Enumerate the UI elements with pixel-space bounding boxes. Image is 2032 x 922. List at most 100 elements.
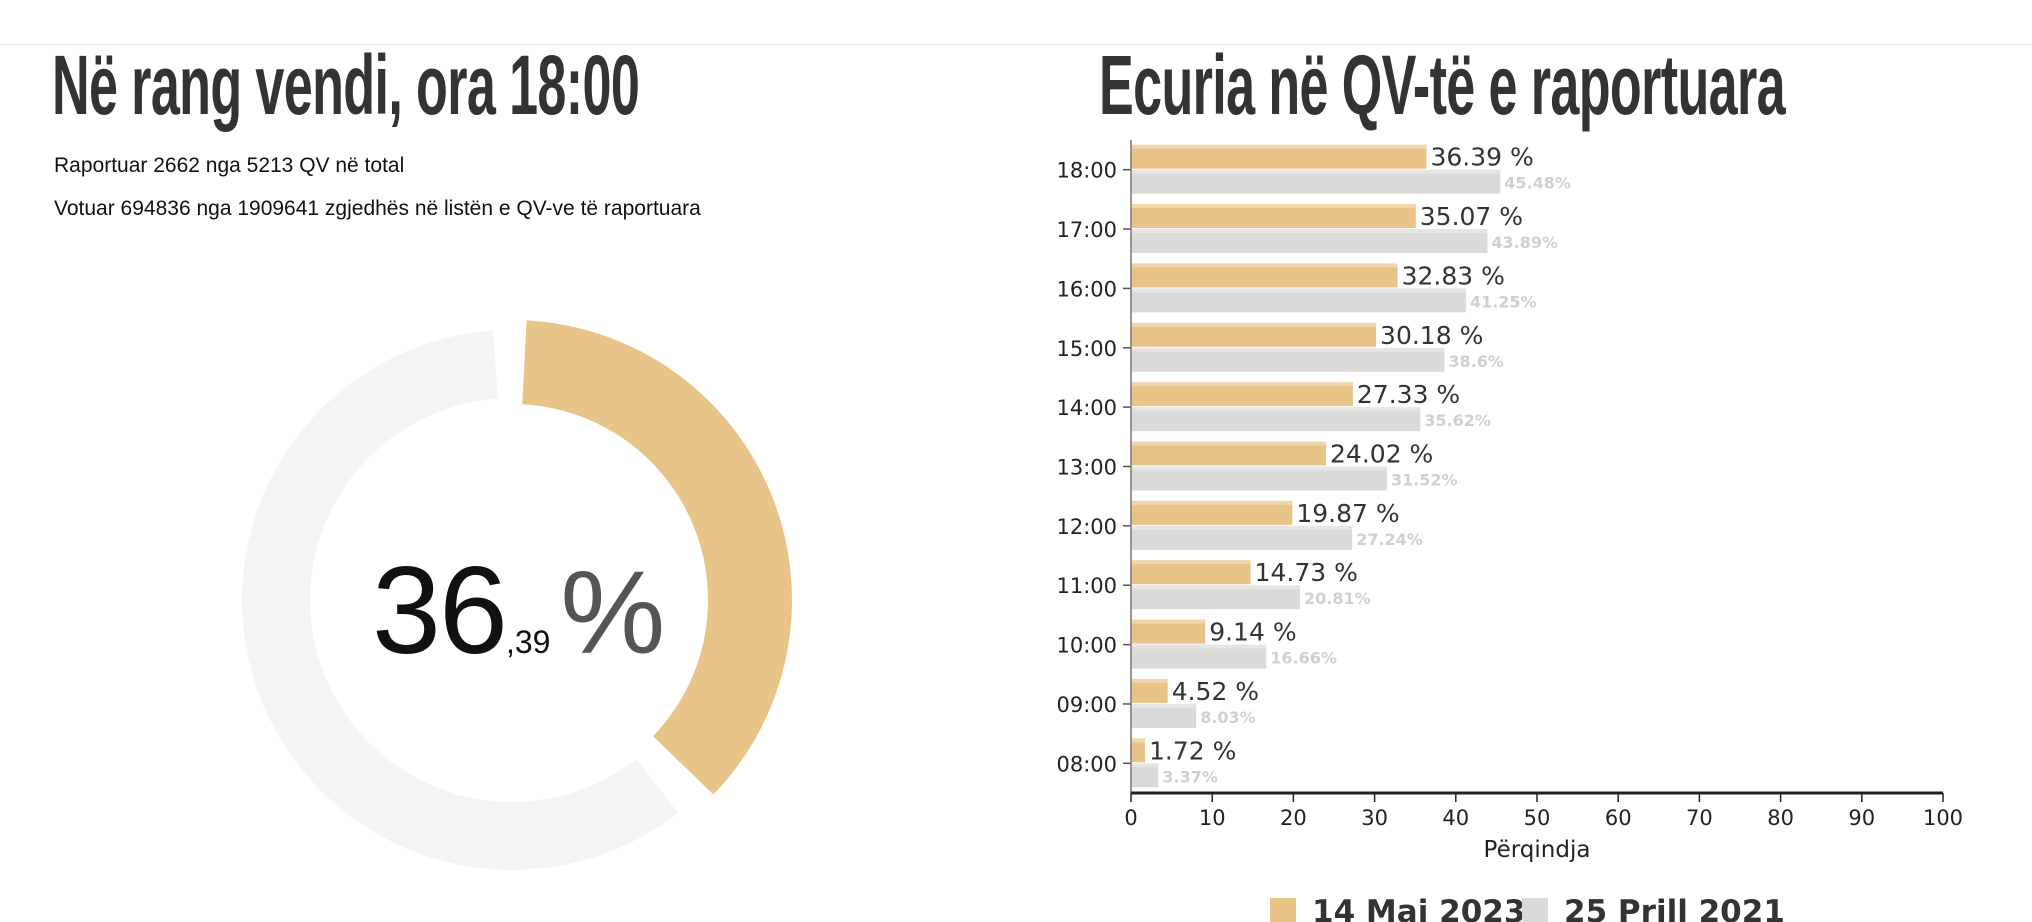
bar-label-previous: 35.62% <box>1424 411 1491 430</box>
turnout-decimal: ,39 <box>505 624 551 660</box>
bar-highlight <box>1131 703 1197 708</box>
bar-previous <box>1131 585 1300 610</box>
reported-stations-text: Raportuar 2662 nga 5213 QV në total <box>54 154 405 177</box>
x-tick-label: 50 <box>1524 806 1551 830</box>
legend-swatch <box>1270 898 1296 922</box>
bar-previous <box>1131 288 1466 313</box>
national-turnout-title: Në rang vendi, ora 18:00 <box>52 38 640 132</box>
bar-previous <box>1131 763 1159 788</box>
bar-label-current: 1.72 % <box>1149 736 1236 765</box>
bar-label-previous: 20.81% <box>1304 589 1371 608</box>
bar-current <box>1131 500 1293 525</box>
bar-current <box>1131 738 1145 763</box>
turnout-percent-sign: % <box>560 547 666 679</box>
bar-label-previous: 3.37% <box>1162 767 1218 786</box>
bar-highlight <box>1131 619 1206 624</box>
bar-label-current: 36.39 % <box>1430 143 1533 172</box>
x-tick-label: 10 <box>1199 806 1226 830</box>
bar-label-previous: 31.52% <box>1391 471 1458 490</box>
bar-previous <box>1131 466 1387 491</box>
x-tick-label: 60 <box>1605 806 1632 830</box>
x-tick-label: 0 <box>1124 806 1137 830</box>
progress-title: Ecuria në QV-të e raportuara <box>1099 38 1786 132</box>
x-tick-label: 80 <box>1767 806 1794 830</box>
x-axis-title: Përqindja <box>1484 837 1591 863</box>
y-tick-label: 15:00 <box>1056 337 1117 361</box>
bar-highlight <box>1131 738 1145 743</box>
bar-current <box>1131 382 1353 407</box>
bar-highlight <box>1131 382 1353 387</box>
x-tick-label: 90 <box>1848 806 1875 830</box>
bar-previous <box>1131 644 1267 669</box>
bar-highlight <box>1131 407 1421 412</box>
y-tick-label: 14:00 <box>1056 396 1117 420</box>
bar-current <box>1131 204 1416 229</box>
bar-previous <box>1131 703 1197 728</box>
y-tick-label: 12:00 <box>1056 515 1117 539</box>
turnout-integer: 36 <box>372 542 508 680</box>
y-tick-label: 10:00 <box>1056 634 1117 658</box>
bar-current <box>1131 619 1206 644</box>
bar-highlight <box>1131 288 1466 293</box>
bar-highlight <box>1131 500 1293 505</box>
turnout-value: 36,39% <box>372 540 665 682</box>
bar-label-current: 35.07 % <box>1420 202 1523 231</box>
y-tick-label: 08:00 <box>1056 752 1117 776</box>
x-tick-label: 100 <box>1923 806 1963 830</box>
legend-label: 14 Maj 2023 <box>1312 894 1525 922</box>
y-tick-label: 11:00 <box>1056 574 1117 598</box>
bar-highlight <box>1131 347 1445 352</box>
bar-previous <box>1131 347 1445 372</box>
bar-current <box>1131 322 1377 347</box>
top-divider <box>0 44 2032 45</box>
x-tick-label: 20 <box>1280 806 1307 830</box>
x-tick-label: 40 <box>1442 806 1469 830</box>
bar-previous <box>1131 229 1488 254</box>
bar-label-previous: 43.89% <box>1491 233 1558 252</box>
bar-highlight <box>1131 263 1398 268</box>
bar-label-previous: 27.24% <box>1356 530 1423 549</box>
bar-highlight <box>1131 322 1377 327</box>
bar-label-current: 24.02 % <box>1330 440 1433 469</box>
x-tick-label: 30 <box>1361 806 1388 830</box>
bar-highlight <box>1131 585 1300 590</box>
donut-remaining-arc <box>242 330 679 870</box>
bar-highlight <box>1131 466 1387 471</box>
bar-label-previous: 8.03% <box>1200 708 1256 727</box>
bar-highlight <box>1131 644 1267 649</box>
bar-label-previous: 16.66% <box>1270 649 1337 668</box>
y-tick-label: 17:00 <box>1056 218 1117 242</box>
bar-label-current: 4.52 % <box>1172 677 1259 706</box>
y-tick-label: 09:00 <box>1056 693 1117 717</box>
legend-swatch <box>1522 898 1548 922</box>
turnout-donut <box>242 320 793 870</box>
y-tick-label: 16:00 <box>1056 277 1117 301</box>
bar-label-current: 19.87 % <box>1296 499 1399 528</box>
legend-label: 25 Prill 2021 <box>1564 894 1785 922</box>
y-tick-label: 18:00 <box>1056 159 1117 183</box>
bar-highlight <box>1131 204 1416 209</box>
x-tick-label: 70 <box>1686 806 1713 830</box>
bar-current <box>1131 678 1168 703</box>
bar-label-current: 30.18 % <box>1380 321 1483 350</box>
bar-current <box>1131 263 1398 288</box>
bar-highlight <box>1131 144 1427 149</box>
bar-highlight <box>1131 678 1168 683</box>
bar-label-previous: 41.25% <box>1470 292 1537 311</box>
bar-current <box>1131 144 1427 169</box>
bar-current <box>1131 560 1251 585</box>
bar-highlight <box>1131 560 1251 565</box>
bar-highlight <box>1131 763 1159 768</box>
bar-highlight <box>1131 525 1353 530</box>
voters-text: Votuar 694836 nga 1909641 zgjedhës në li… <box>54 197 701 220</box>
donut-turnout-arc <box>522 320 793 795</box>
bar-highlight <box>1131 169 1501 174</box>
bar-previous <box>1131 407 1421 432</box>
bar-previous <box>1131 169 1501 194</box>
bar-previous <box>1131 525 1353 550</box>
bar-label-current: 14.73 % <box>1255 558 1358 587</box>
bar-label-current: 32.83 % <box>1402 261 1505 290</box>
bar-label-previous: 38.6% <box>1448 352 1504 371</box>
bar-current <box>1131 441 1327 466</box>
